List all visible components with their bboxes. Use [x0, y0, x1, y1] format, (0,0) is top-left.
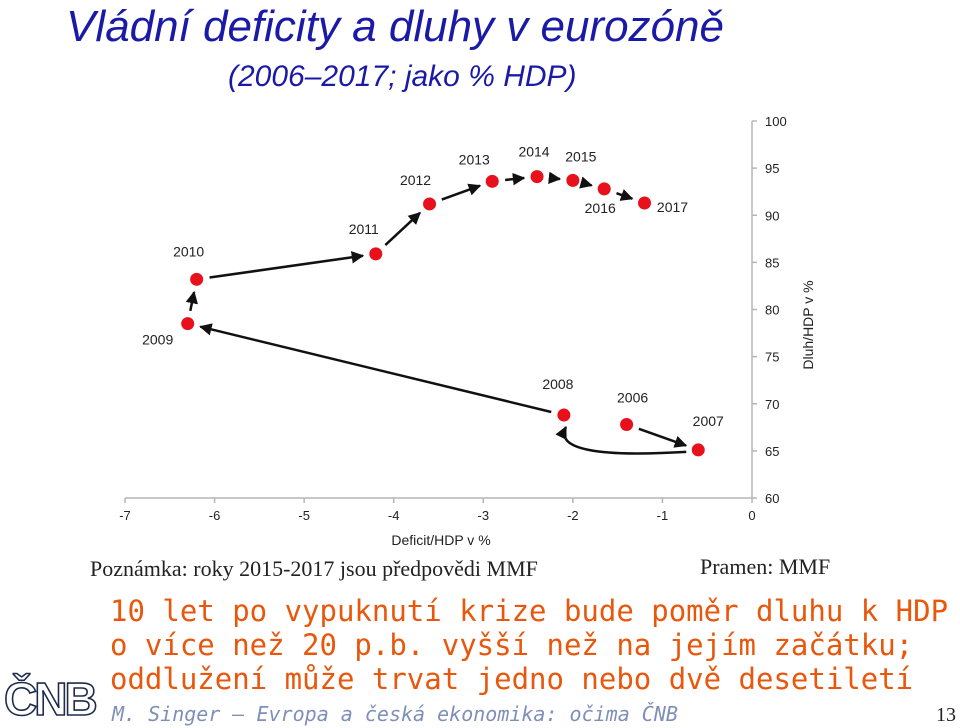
cnb-logo: ČNB — [3, 673, 98, 725]
x-axis-label: Deficit/HDP v % — [391, 532, 490, 548]
data-point — [566, 173, 580, 187]
x-tick-label: 0 — [748, 508, 755, 523]
point-label: 2006 — [617, 389, 648, 405]
data-point — [638, 196, 652, 210]
point-label: 2013 — [459, 151, 490, 167]
trajectory-arrow — [441, 183, 482, 201]
data-point — [620, 417, 634, 431]
x-tick-label: -3 — [478, 508, 490, 523]
chart-axes — [125, 121, 753, 499]
chart: -7 -6 -5 -4 -3 -2 -1 0 60 65 70 75 80 85 90 95 100 2006… — [119, 114, 816, 548]
trajectory-arrows — [185, 171, 688, 455]
key-message: 10 let po vypuknutí krize bude poměr dlu… — [110, 594, 950, 696]
point-label: 2014 — [518, 144, 549, 160]
y-tick-label: 100 — [765, 114, 787, 129]
x-tick-label: -6 — [209, 508, 221, 523]
data-point — [485, 174, 499, 188]
y-axis-label: Dluh/HDP v % — [800, 280, 816, 369]
slide-subtitle: (2006–2017; jako % HDP) — [228, 60, 577, 93]
point-label: 2015 — [565, 148, 596, 164]
slide-title: Vládní deficity a dluhy v eurozóně — [66, 2, 724, 51]
point-labels: 2006 2007 2008 2009 2010 2011 2012 2013 2014 2015… — [142, 144, 724, 429]
y-axis-ticks: 60 65 70 75 80 85 90 95 100 — [752, 114, 787, 506]
trajectory-arrow — [579, 176, 593, 189]
page-number: 13 — [936, 704, 956, 726]
footer-text: M. Singer – Evropa a česká ekonomika: oč… — [112, 702, 678, 726]
trajectory-arrow — [548, 171, 562, 185]
point-label: 2017 — [657, 199, 688, 215]
trajectory-arrow — [616, 189, 634, 201]
y-tick-label: 85 — [765, 255, 779, 270]
x-axis-ticks: -7 -6 -5 -4 -3 -2 -1 0 — [119, 498, 756, 523]
point-label: 2016 — [585, 200, 616, 216]
y-tick-label: 80 — [765, 303, 779, 318]
trajectory-arrow — [209, 251, 365, 279]
y-tick-label: 75 — [765, 350, 779, 365]
point-label: 2011 — [349, 221, 379, 237]
x-tick-label: -2 — [567, 508, 579, 523]
trajectory-arrow — [505, 172, 526, 186]
point-label: 2007 — [693, 413, 724, 429]
data-point — [190, 272, 204, 286]
trajectory-arrow — [185, 290, 198, 312]
data-points — [181, 170, 705, 457]
x-tick-label: -5 — [298, 508, 310, 523]
point-label: 2008 — [542, 376, 573, 392]
data-point — [597, 182, 611, 196]
data-point — [557, 408, 571, 422]
x-tick-label: -7 — [119, 508, 131, 523]
data-point — [530, 170, 544, 184]
trajectory-arrow — [638, 427, 688, 448]
trajectory-arrow — [384, 211, 421, 246]
point-label: 2009 — [142, 332, 173, 348]
forecast-note: Poznámka: roky 2015-2017 jsou předpovědi… — [90, 556, 538, 581]
data-point — [691, 443, 705, 457]
source-note: Pramen: MMF — [700, 554, 831, 579]
x-tick-label: -4 — [388, 508, 400, 523]
data-point — [369, 247, 383, 261]
point-label: 2012 — [400, 172, 431, 188]
trajectory-arrow — [199, 323, 552, 414]
message-line: o více než 20 p.b. vyšší než na jejím za… — [110, 628, 914, 662]
data-point — [181, 317, 195, 331]
y-tick-label: 95 — [765, 161, 779, 176]
point-label: 2010 — [173, 243, 204, 259]
message-line: 10 let po vypuknutí krize bude poměr dlu… — [110, 594, 949, 628]
data-point — [423, 197, 437, 211]
x-tick-label: -1 — [657, 508, 669, 523]
y-tick-label: 70 — [765, 397, 779, 412]
y-tick-label: 60 — [765, 491, 779, 506]
y-tick-label: 65 — [765, 444, 779, 459]
trajectory-arrow — [555, 425, 687, 455]
y-tick-label: 90 — [765, 208, 779, 223]
message-line: oddlužení může trvat jedno nebo dvě dese… — [110, 662, 914, 696]
